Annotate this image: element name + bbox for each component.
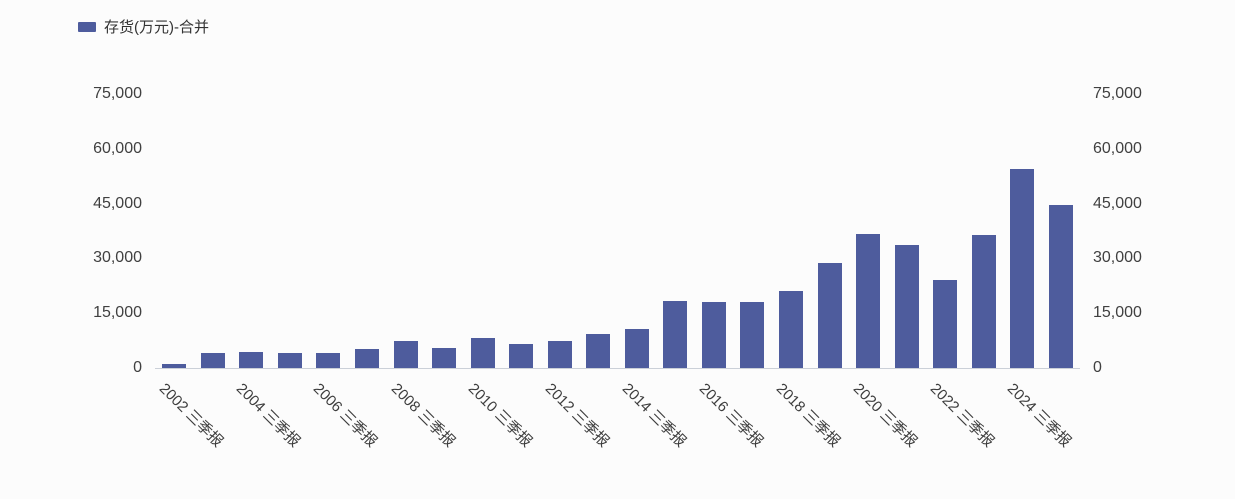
x-tick-label: 2002 三季报 xyxy=(156,380,227,451)
bar-2017[interactable] xyxy=(740,302,765,368)
bar-2002[interactable] xyxy=(162,363,187,368)
y-tick-label-left: 30,000 xyxy=(93,249,142,267)
bar-2011[interactable] xyxy=(509,343,534,368)
bar-slot xyxy=(618,94,657,368)
bar-slot xyxy=(386,94,425,368)
bar-slot xyxy=(1042,94,1081,368)
bar-2023[interactable] xyxy=(971,235,996,368)
bars-container xyxy=(155,94,1080,368)
bar-slot xyxy=(309,94,348,368)
x-axis-labels: 2002 三季报 2004 三季报 2006 三季报 2008 三季报 2010 三季报… xyxy=(155,368,1080,498)
bar-slot xyxy=(463,94,502,368)
bar-slot xyxy=(194,94,233,368)
x-tick-label: 2020 三季报 xyxy=(849,380,921,451)
bar-slot xyxy=(425,94,464,368)
bar-2005[interactable] xyxy=(277,352,302,368)
x-tick-label: 2014 三季报 xyxy=(618,380,690,451)
legend-label: 存货(万元)-合并 xyxy=(104,19,209,36)
bar-2015[interactable] xyxy=(663,300,688,368)
x-tick-label: 2018 三季报 xyxy=(772,380,844,451)
y-tick-label-left: 0 xyxy=(133,359,142,376)
y-tick-label-left: 15,000 xyxy=(93,304,142,322)
y-tick-label-right: 15,000 xyxy=(1093,304,1142,322)
bar-2022[interactable] xyxy=(933,280,958,368)
bar-2024[interactable] xyxy=(1010,168,1035,368)
bar-2013[interactable] xyxy=(586,334,611,368)
bar-slot xyxy=(155,94,194,368)
bar-2014[interactable] xyxy=(624,329,649,368)
bar-slot xyxy=(579,94,618,368)
y-tick-label-left: 60,000 xyxy=(93,139,142,157)
y-tick-label-left: 75,000 xyxy=(93,85,142,102)
bar-2020[interactable] xyxy=(856,233,881,368)
legend-swatch-icon xyxy=(78,21,96,32)
bar-2003[interactable] xyxy=(200,353,225,368)
x-tick-label: 2006 三季报 xyxy=(310,380,381,451)
legend-item[interactable]: 存货(万元)-合并 xyxy=(78,16,209,37)
bar-2025[interactable] xyxy=(1048,205,1073,368)
bar-2019[interactable] xyxy=(817,263,842,368)
bar-2012[interactable] xyxy=(547,341,572,368)
bar-slot xyxy=(540,94,579,368)
x-tick-label: 2010 三季报 xyxy=(464,380,535,451)
bar-2021[interactable] xyxy=(894,244,919,368)
y-tick-label-right: 45,000 xyxy=(1093,194,1142,212)
x-tick-label: 2012 三季报 xyxy=(541,380,612,451)
y-tick-label-left: 45,000 xyxy=(93,194,142,212)
bar-slot xyxy=(348,94,387,368)
bar-2010[interactable] xyxy=(470,338,495,368)
bar-2006[interactable] xyxy=(316,353,341,368)
x-tick-label: 2004 三季报 xyxy=(233,380,304,451)
bar-slot xyxy=(887,94,926,368)
bar-slot xyxy=(733,94,772,368)
bar-2007[interactable] xyxy=(355,348,379,368)
bar-2008[interactable] xyxy=(393,341,418,368)
y-tick-label-right: 60,000 xyxy=(1093,139,1142,157)
y-tick-label-right: 0 xyxy=(1093,359,1102,376)
bar-slot xyxy=(656,94,695,368)
bar-slot xyxy=(502,94,541,368)
bar-2016[interactable] xyxy=(701,302,726,368)
bar-slot xyxy=(849,94,888,368)
y-tick-label-right: 75,000 xyxy=(1093,85,1142,102)
bar-slot xyxy=(232,94,271,368)
x-tick-label: 2016 三季报 xyxy=(695,380,767,451)
x-tick-label: 2008 三季报 xyxy=(387,380,458,451)
x-tick-label: 2022 三季报 xyxy=(926,380,998,451)
y-tick-label-right: 30,000 xyxy=(1093,249,1142,267)
bar-slot xyxy=(926,94,965,368)
x-tick-label: 2024 三季报 xyxy=(1004,380,1075,451)
bar-slot xyxy=(271,94,310,368)
bar-2018[interactable] xyxy=(779,291,804,368)
bar-slot xyxy=(810,94,849,368)
bar-2004[interactable] xyxy=(239,352,264,368)
bar-slot xyxy=(695,94,734,368)
plot-area: 0 15,000 30,000 45,000 60,000 75,000 0 15,000 3… xyxy=(93,85,1142,451)
bar-slot xyxy=(964,94,1003,368)
bar-slot xyxy=(772,94,811,368)
bar-slot xyxy=(1003,94,1042,368)
bar-2009[interactable] xyxy=(432,348,457,368)
